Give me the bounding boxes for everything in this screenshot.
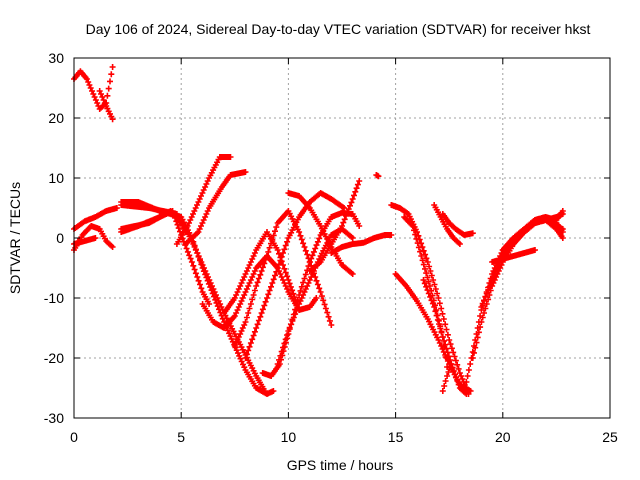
x-tick-label: 20	[495, 429, 511, 445]
x-tick-labels: 0 5 10 15 20 25	[70, 429, 618, 445]
y-tick-label: -20	[44, 350, 64, 366]
y-axis-label: SDTVAR / TECUs	[7, 182, 23, 294]
series-arc-d	[118, 208, 189, 235]
series-markers	[182, 169, 249, 247]
data-series	[71, 64, 566, 397]
series-markers	[173, 154, 234, 247]
series-arc-n	[388, 202, 472, 397]
series-markers	[521, 217, 566, 241]
y-tick-label: 0	[56, 230, 64, 246]
series-markers	[242, 190, 348, 361]
series-markers	[328, 232, 395, 256]
series-markers	[71, 64, 116, 112]
series-markers	[489, 247, 538, 265]
series-markers	[439, 361, 455, 394]
series-markers	[96, 88, 116, 123]
y-tick-label: 20	[48, 110, 64, 126]
y-tick-labels: -30 -20 -10 0 10 20 30	[44, 50, 64, 426]
x-tick-label: 0	[70, 429, 78, 445]
series-arc-rise-2	[182, 169, 249, 247]
series-arc-s	[439, 211, 476, 238]
chart-title: Day 106 of 2024, Sidereal Day-to-day VTE…	[86, 21, 591, 37]
y-tick-label: -30	[44, 410, 64, 426]
series-arc-morning-low-3	[71, 235, 99, 247]
series-arc-h	[242, 190, 348, 361]
axis-ticks	[73, 57, 611, 419]
series-arc-x	[489, 247, 538, 265]
series-arc-early-high	[71, 64, 116, 112]
x-tick-label: 10	[281, 429, 297, 445]
series-arc-rise-1	[173, 154, 234, 247]
series-markers	[431, 202, 463, 247]
series-arc-m	[328, 232, 395, 256]
series-arc-l	[306, 178, 363, 274]
series-markers	[71, 235, 99, 247]
x-tick-label: 5	[177, 429, 185, 445]
series-markers	[388, 202, 472, 397]
series-arc-t	[439, 361, 455, 394]
series-arc-z	[521, 217, 566, 241]
series-markers	[306, 178, 363, 274]
grid-lines	[74, 58, 610, 418]
series-markers	[118, 208, 189, 235]
series-arc-r	[431, 202, 463, 247]
y-tick-label: 30	[48, 50, 64, 66]
x-axis-label: GPS time / hours	[287, 457, 394, 473]
y-tick-label: -10	[44, 290, 64, 306]
series-arc-early-high-tail	[96, 88, 116, 123]
x-tick-label: 15	[388, 429, 404, 445]
y-tick-label: 10	[48, 170, 64, 186]
series-markers	[373, 172, 382, 180]
series-markers	[439, 211, 476, 238]
x-tick-label: 25	[602, 429, 618, 445]
series-arc-isolated	[373, 172, 382, 180]
